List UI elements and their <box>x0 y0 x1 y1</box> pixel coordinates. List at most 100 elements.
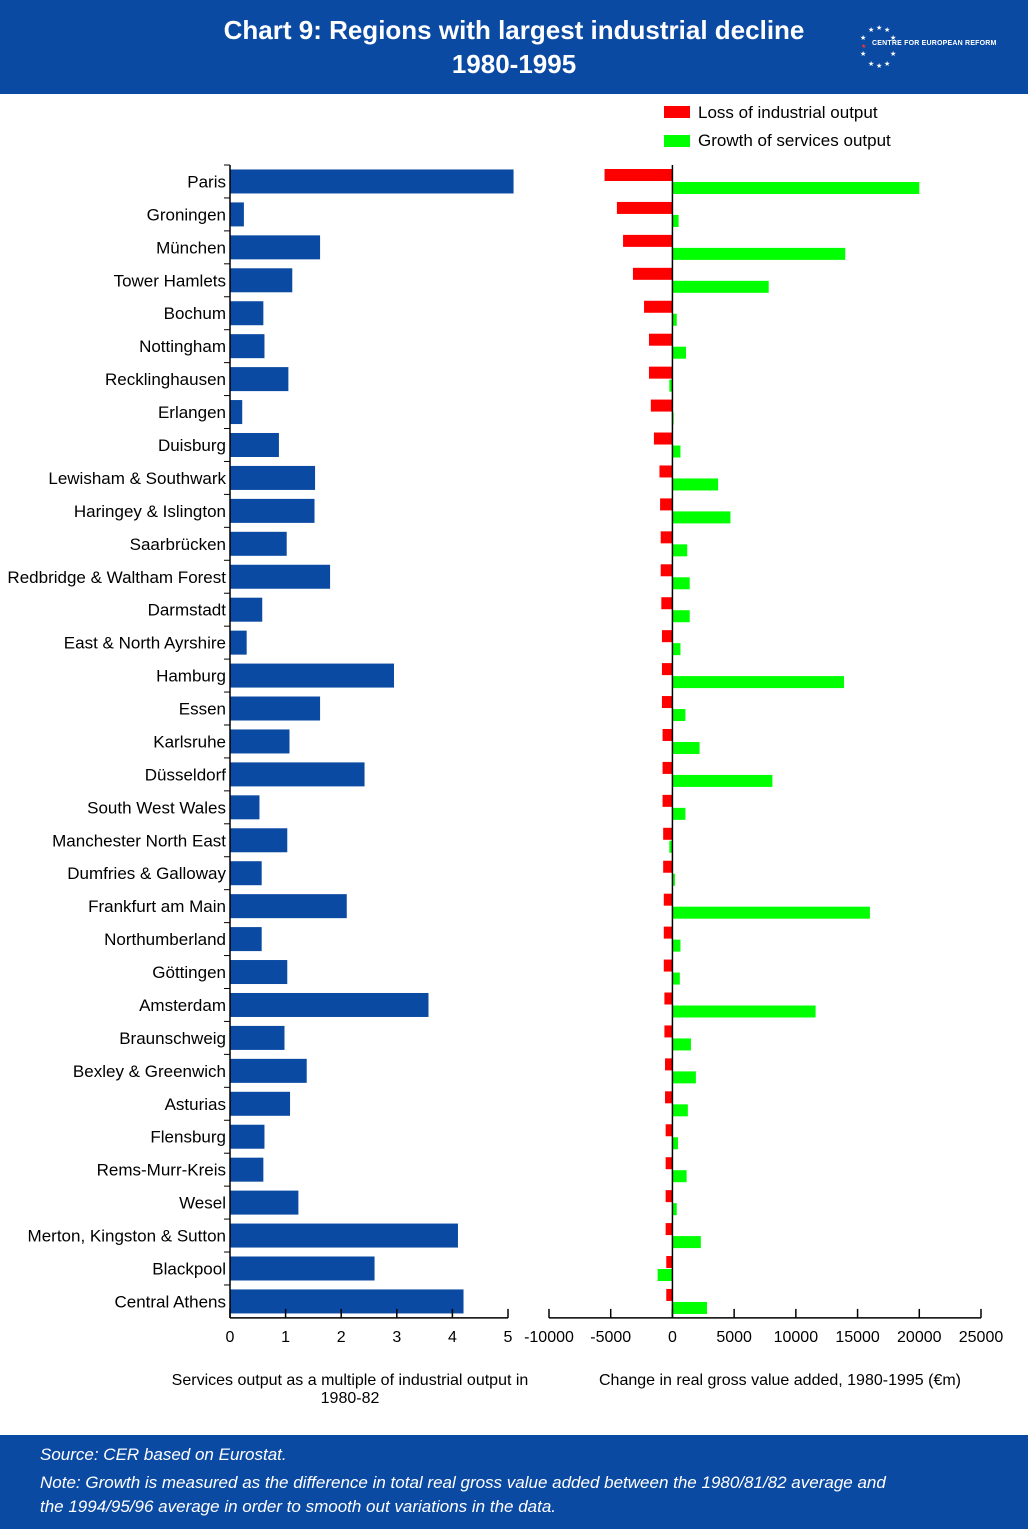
category-label: Hamburg <box>156 667 226 686</box>
category-label: Amsterdam <box>139 996 226 1015</box>
multiple-bar <box>230 894 347 919</box>
growth-bar <box>672 643 681 656</box>
multiple-bar <box>230 795 260 820</box>
loss-bar <box>660 498 673 511</box>
svg-text:★: ★ <box>860 34 866 42</box>
category-label: Merton, Kingston & Sutton <box>28 1227 226 1246</box>
multiple-bar <box>230 202 244 227</box>
growth-bar <box>672 1170 687 1183</box>
category-label: Recklinghausen <box>105 370 226 389</box>
category-label: Wesel <box>179 1194 226 1213</box>
svg-text:★: ★ <box>890 34 896 42</box>
growth-bar <box>672 1071 696 1084</box>
growth-bar <box>672 873 675 886</box>
growth-bar <box>672 280 769 293</box>
cer-logo: ★ ★ ★ ★ ★ ★ ★ ★ ★ ★ ★ CENTRE FOR EUROPEAN REFO… <box>858 24 1008 70</box>
multiple-bar <box>230 1157 264 1182</box>
category-label: Manchester North East <box>52 831 226 850</box>
loss-bar <box>623 234 673 247</box>
growth-bar <box>672 1005 816 1018</box>
loss-bar <box>660 531 673 544</box>
multiple-bar <box>230 1223 458 1248</box>
left-axis-title: Services output as a multiple of industr… <box>171 1372 529 1407</box>
growth-bar <box>672 1236 701 1249</box>
loss-bar <box>663 893 673 906</box>
loss-bar <box>666 1256 673 1269</box>
growth-bar <box>672 313 677 326</box>
chart-title-line2: 1980-1995 <box>451 49 577 79</box>
growth-bar <box>657 1269 673 1282</box>
loss-bar <box>648 366 673 379</box>
category-label: Frankfurt am Main <box>88 897 226 916</box>
growth-bar <box>672 1203 677 1216</box>
footer-source: Source: CER based on Eurostat. <box>40 1445 287 1464</box>
category-label: Bexley & Greenwich <box>73 1062 226 1081</box>
growth-bar <box>672 1104 688 1117</box>
loss-bar <box>616 201 673 214</box>
multiple-bar <box>230 1091 291 1116</box>
chart-header: Chart 9: Regions with largest industrial… <box>0 0 1028 94</box>
loss-bar <box>665 1157 673 1170</box>
growth-bar <box>672 939 681 952</box>
multiple-bar <box>230 169 514 194</box>
category-label: Erlangen <box>158 403 226 422</box>
category-label: Haringey & Islington <box>74 502 226 521</box>
loss-bar <box>650 399 673 412</box>
category-label: Duisburg <box>158 436 226 455</box>
growth-bar <box>672 1137 678 1150</box>
right-axis-title: Change in real gross value added, 1980-1… <box>598 1372 961 1389</box>
right-x-tick-label: -10000 <box>524 1329 574 1346</box>
category-label: Lewisham & Southwark <box>48 469 226 488</box>
multiple-bar <box>230 960 288 985</box>
category-label: Dumfries & Galloway <box>67 864 226 883</box>
legend-label-growth: Growth of services output <box>698 131 891 150</box>
right-x-tick-label: 0 <box>668 1329 677 1346</box>
chart-canvas: Paris Groningen München Tower Hamlets Bochum… <box>7 164 1003 1346</box>
left-x-tick-label: 2 <box>337 1329 346 1346</box>
loss-bar <box>661 696 673 709</box>
growth-bar <box>669 379 673 392</box>
category-label: Göttingen <box>152 963 226 982</box>
category-label: Redbridge & Waltham Forest <box>7 568 226 587</box>
growth-bar <box>672 544 688 557</box>
multiple-bar <box>230 861 262 886</box>
left-x-tick-label: 0 <box>226 1329 235 1346</box>
left-x-tick-label: 3 <box>392 1329 401 1346</box>
multiple-bar <box>230 597 263 622</box>
loss-bar <box>661 630 673 643</box>
category-label: Asturias <box>165 1095 226 1114</box>
svg-text:★: ★ <box>890 50 896 58</box>
category-label: Groningen <box>147 205 226 224</box>
loss-bar <box>632 267 673 280</box>
svg-text:★: ★ <box>868 26 874 34</box>
loss-bar <box>662 728 673 741</box>
category-label: South West Wales <box>87 798 226 817</box>
multiple-bar <box>230 927 262 952</box>
loss-bar <box>663 860 673 873</box>
loss-bar <box>662 761 673 774</box>
multiple-bar <box>230 696 321 721</box>
svg-text:★: ★ <box>876 62 882 70</box>
right-bar-chart: -10000 -5000 0 5000 10000 15000 20000 25000 <box>524 165 1003 1346</box>
growth-bar <box>672 807 686 820</box>
growth-bar <box>672 511 731 524</box>
multiple-bar <box>230 334 265 359</box>
loss-bar <box>661 663 673 676</box>
right-x-tick-label: 5000 <box>716 1329 752 1346</box>
growth-bar <box>672 1038 691 1051</box>
loss-bar <box>665 1124 673 1137</box>
multiple-bar <box>230 465 316 490</box>
loss-bar <box>659 465 673 478</box>
category-label: Flensburg <box>150 1128 226 1147</box>
growth-bar <box>672 676 844 689</box>
loss-bar <box>665 1223 673 1236</box>
growth-bar <box>672 346 687 359</box>
loss-bar <box>665 1058 673 1071</box>
multiple-bar <box>230 235 321 260</box>
growth-bar <box>672 972 680 985</box>
right-x-tick-label: 20000 <box>897 1329 942 1346</box>
growth-bar <box>672 445 681 458</box>
multiple-bar <box>230 1058 307 1083</box>
multiple-bar <box>230 1124 265 1149</box>
growth-bar <box>672 774 773 787</box>
